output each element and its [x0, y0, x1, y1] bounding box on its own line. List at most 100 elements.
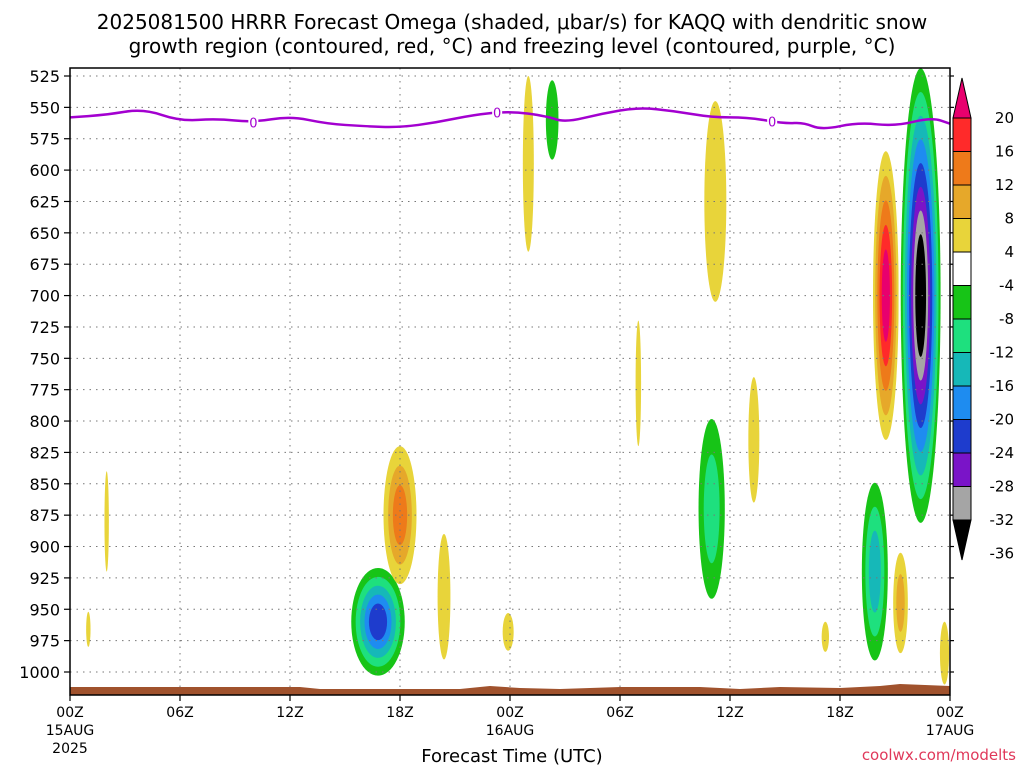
- y-tick-label: 875: [29, 506, 60, 525]
- omega-cell: [748, 377, 760, 503]
- omega-cell: [522, 75, 534, 252]
- omega-cell: [873, 151, 899, 440]
- omega-band: [704, 101, 727, 302]
- colorbar-label: 20: [995, 109, 1014, 127]
- chart-title-line1: 2025081500 HRRR Forecast Omega (shaded, …: [96, 10, 928, 34]
- colorbar-swatch: [952, 352, 972, 387]
- freezing-level-label-bg: [767, 113, 778, 129]
- omega-band: [748, 377, 760, 503]
- freezing-level-label-bg: [248, 114, 259, 130]
- omega-cell: [893, 552, 908, 654]
- colorbar-swatch: [952, 318, 972, 353]
- x-tick-label: 06Z: [166, 705, 193, 721]
- omega-cell: [653, 527, 661, 616]
- omega-band: [392, 485, 408, 546]
- x-tick-date: 16AUG: [486, 723, 535, 739]
- omega-band: [578, 427, 588, 566]
- x-axis-label: Forecast Time (UTC): [421, 746, 603, 767]
- y-tick-label: 850: [29, 475, 60, 494]
- colorbar-swatch: [952, 117, 972, 152]
- omega-cell: [858, 458, 892, 685]
- y-tick-label: 575: [29, 130, 60, 149]
- omega-band: [214, 427, 219, 566]
- x-tick-label: 06Z: [606, 705, 633, 721]
- site-credit[interactable]: coolwx.com/modelts: [861, 746, 1016, 764]
- omega-cell: [541, 68, 564, 189]
- colorbar-label: -8: [999, 310, 1014, 328]
- omega-cell: [86, 611, 91, 647]
- omega-band: [86, 611, 91, 647]
- omega-cell: [502, 613, 514, 651]
- omega-cell: [104, 471, 109, 572]
- x-tick-label: 12Z: [716, 705, 743, 721]
- y-tick-label: 950: [29, 600, 60, 619]
- colorbar-swatch: [952, 151, 972, 186]
- y-tick-label: 775: [29, 381, 60, 400]
- colorbar-swatch: [952, 184, 972, 219]
- y-tick-label: 1000: [19, 663, 60, 682]
- omega-cell: [437, 533, 451, 660]
- colorbar-label: -24: [990, 444, 1015, 462]
- omega-band: [868, 530, 881, 613]
- y-tick-label: 650: [29, 224, 60, 243]
- omega-cell: [578, 427, 588, 566]
- omega-cell: [693, 383, 731, 635]
- x-tick-label: 12Z: [276, 705, 303, 721]
- colorbar-bottom-arrow: [952, 519, 972, 561]
- y-tick-label: 600: [29, 161, 60, 180]
- omega-cell: [346, 559, 410, 685]
- omega-band: [635, 88, 642, 164]
- y-tick-label: 625: [29, 192, 60, 211]
- omega-cell: [939, 621, 950, 685]
- omega-band: [104, 471, 109, 572]
- freezing-level-label-bg: [492, 104, 503, 120]
- omega-cell: [623, 477, 628, 541]
- colorbar-swatch: [952, 486, 972, 521]
- omega-cell: [635, 88, 642, 164]
- colorbar-swatch: [952, 285, 972, 320]
- freezing-level-line: [70, 107, 950, 130]
- y-tick-label: 700: [29, 287, 60, 306]
- colorbar-label: -12: [990, 344, 1015, 362]
- x-tick-label: 00Z: [56, 705, 83, 721]
- colorbar-swatch: [952, 385, 972, 420]
- omega-band: [896, 574, 905, 632]
- omega-band: [939, 621, 950, 685]
- colorbar-label: 16: [995, 143, 1014, 161]
- x-tick-year: 2025: [52, 741, 88, 757]
- colorbar-label: -32: [990, 511, 1015, 529]
- omega-band: [821, 621, 829, 652]
- y-tick-label: 825: [29, 443, 60, 462]
- y-tick-label: 750: [29, 349, 60, 368]
- omega-band: [703, 454, 720, 564]
- omega-cell: [898, 68, 943, 547]
- omega-band: [368, 603, 388, 641]
- colorbar-label: 4: [1004, 243, 1014, 261]
- colorbar-label: -4: [999, 277, 1014, 295]
- colorbar-swatch: [952, 218, 972, 253]
- omega-band: [437, 533, 451, 660]
- y-tick-label: 550: [29, 98, 60, 117]
- omega-band: [881, 249, 890, 342]
- colorbar-label: 12: [995, 176, 1014, 194]
- x-tick-label: 18Z: [826, 705, 853, 721]
- omega-cell: [704, 101, 727, 302]
- x-tick-label: 18Z: [386, 705, 413, 721]
- chart-title-line2: growth region (contoured, red, °C) and f…: [128, 34, 896, 58]
- omega-cell: [214, 427, 219, 566]
- omega-band: [915, 234, 927, 357]
- y-tick-label: 525: [29, 67, 60, 86]
- omega-band: [653, 527, 661, 616]
- freezing-level-label: 0: [768, 115, 776, 130]
- omega-cell: [635, 320, 642, 447]
- y-tick-label: 725: [29, 318, 60, 337]
- x-tick-label: 00Z: [936, 705, 963, 721]
- x-tick-date: 15AUG: [46, 723, 95, 739]
- omega-band: [522, 75, 534, 252]
- y-tick-label: 925: [29, 569, 60, 588]
- y-tick-label: 975: [29, 632, 60, 651]
- colorbar-swatch: [952, 251, 972, 286]
- omega-cell: [383, 446, 417, 585]
- colorbar-swatch: [952, 452, 972, 487]
